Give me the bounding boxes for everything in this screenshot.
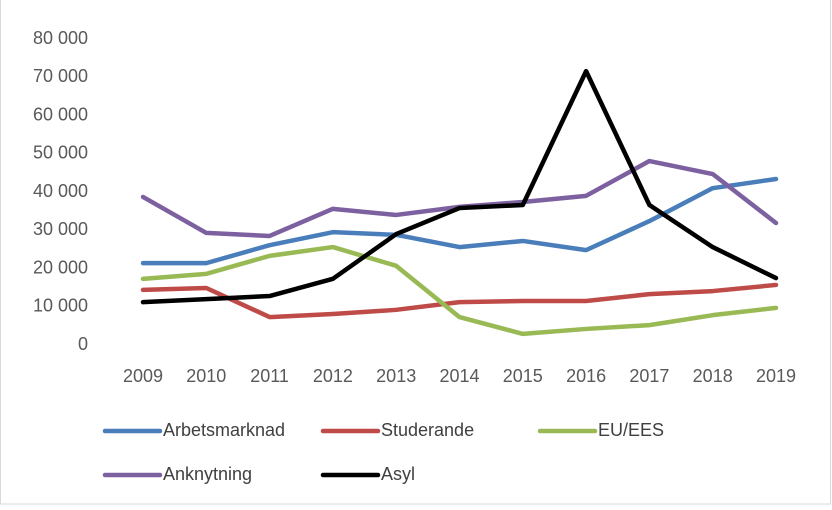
y-tick-label: 60 000 — [33, 104, 88, 124]
x-tick-label: 2018 — [693, 366, 733, 386]
series-line — [140, 244, 779, 337]
y-tick-label: 0 — [78, 334, 88, 354]
x-tick-label: 2014 — [439, 366, 479, 386]
x-tick-label: 2016 — [566, 366, 606, 386]
y-tick-label: 30 000 — [33, 219, 88, 239]
x-tick-label: 2019 — [756, 366, 796, 386]
x-tick-label: 2011 — [250, 366, 289, 386]
legend-label: Anknytning — [163, 464, 252, 484]
series-line — [140, 176, 779, 266]
y-tick-label: 70 000 — [33, 66, 88, 86]
y-tick-label: 50 000 — [33, 143, 88, 163]
x-tick-label: 2015 — [503, 366, 543, 386]
series-line — [140, 282, 779, 320]
x-tick-label: 2010 — [186, 366, 226, 386]
legend-label: Asyl — [381, 464, 415, 484]
x-tick-label: 2017 — [629, 366, 669, 386]
y-tick-label: 40 000 — [33, 181, 88, 201]
y-tick-label: 20 000 — [33, 257, 88, 277]
y-tick-label: 80 000 — [33, 28, 88, 48]
series-line — [140, 68, 779, 305]
legend-label: EU/EES — [598, 420, 664, 440]
x-tick-label: 2013 — [376, 366, 416, 386]
legend-label: Studerande — [381, 420, 474, 440]
legend: Arbetsmarknad Studerande EU/EES Anknytning A… — [102, 420, 664, 484]
y-tick-label: 10 000 — [33, 296, 88, 316]
legend-label: Arbetsmarknad — [163, 420, 285, 440]
x-tick-label: 2012 — [313, 366, 353, 386]
x-tick-label: 2009 — [123, 366, 163, 386]
